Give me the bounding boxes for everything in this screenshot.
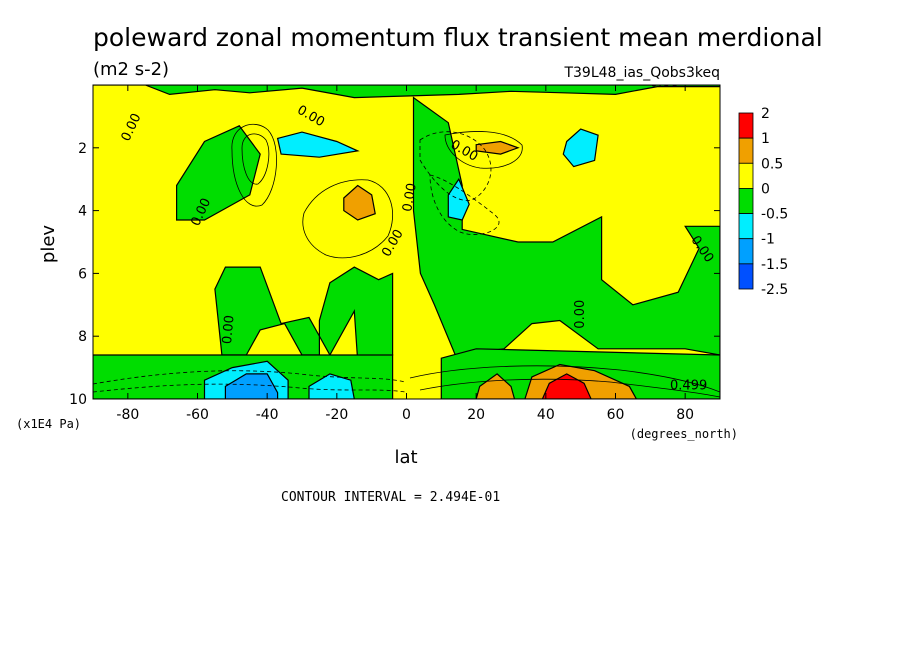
legend-label: -1.5 — [761, 257, 788, 273]
plot-background — [93, 85, 720, 399]
x-tick-label: -80 — [116, 407, 139, 423]
y-axis-label: plev — [38, 225, 59, 264]
x-tick-label: 20 — [467, 407, 485, 423]
legend-swatch — [738, 137, 754, 164]
x-unit-label: (degrees_north) — [630, 427, 738, 441]
y-tick-label: 10 — [69, 392, 87, 408]
contour-region-1 — [176, 125, 261, 221]
x-tick-label: 80 — [676, 407, 694, 423]
contour-label-5: 0.00 — [400, 182, 420, 213]
contour-label-7: 0.00 — [573, 300, 588, 329]
contour-region-7 — [562, 128, 599, 168]
contour-label-9: 0.00 — [650, 76, 679, 91]
contour-line — [302, 179, 393, 259]
legend-swatch — [738, 162, 754, 189]
y-tick-label: 4 — [78, 204, 87, 220]
color-legend: 2 1 0.5 0 -0.5 -1 -1.5 -2.5 — [738, 106, 788, 298]
y-tick-label: 8 — [78, 329, 87, 345]
legend-swatch — [738, 263, 754, 290]
contour-region-11 — [224, 373, 279, 399]
contour-interval-label: CONTOUR INTERVAL = 2.494E-01 — [281, 490, 500, 505]
legend-swatch — [738, 112, 754, 139]
contour-line — [241, 133, 270, 185]
legend-swatch — [738, 213, 754, 240]
legend-label: -1 — [761, 232, 775, 248]
contour-region-16 — [541, 373, 592, 399]
run-label: T39L48_ias_Qobs3keq — [563, 65, 720, 81]
contour-line — [429, 174, 500, 235]
units-label: (m2 s-2) — [93, 59, 169, 80]
legend-swatch — [738, 238, 754, 265]
legend-label: 0 — [761, 181, 770, 197]
legend-swatch — [738, 188, 754, 214]
x-tick-label: 0 — [402, 407, 411, 423]
contour-line — [93, 383, 406, 393]
x-tick-label: -60 — [186, 407, 209, 423]
contour-region-13 — [475, 140, 520, 155]
legend-label: 2 — [761, 106, 770, 122]
contour-line — [419, 378, 720, 398]
contour-region-6 — [276, 131, 360, 158]
contour-region-8 — [447, 177, 470, 221]
contour-line — [419, 131, 492, 201]
y-tick-label: 2 — [78, 141, 87, 157]
x-tick-label: 60 — [607, 407, 625, 423]
y-unit-label: (x1E4 Pa) — [16, 417, 81, 431]
legend-label: 0.5 — [761, 156, 783, 172]
y-tick-label: 6 — [78, 266, 87, 282]
contour-label-2: 0.00 — [220, 315, 237, 345]
x-tick-label: -40 — [256, 407, 279, 423]
contour-line — [93, 370, 406, 385]
contour-region-3 — [412, 96, 720, 356]
x-tick-label: -20 — [325, 407, 348, 423]
contour-line — [409, 365, 720, 393]
contour-region-12 — [343, 184, 376, 221]
legend-label: -0.5 — [761, 207, 788, 223]
contour-line — [231, 123, 277, 207]
chart-title: poleward zonal momentum flux transient m… — [93, 23, 823, 52]
plot-area: 0.000.000.000.000.000.000.000.000.000.00… — [93, 76, 720, 399]
x-tick-label: 40 — [537, 407, 555, 423]
contour-line — [444, 131, 523, 169]
contour-label-10: 0.499 — [670, 379, 707, 394]
x-axis-label: lat — [394, 447, 417, 468]
legend-label: 1 — [761, 131, 770, 147]
contour-region-0 — [93, 85, 720, 99]
legend-label: -2.5 — [761, 282, 788, 298]
